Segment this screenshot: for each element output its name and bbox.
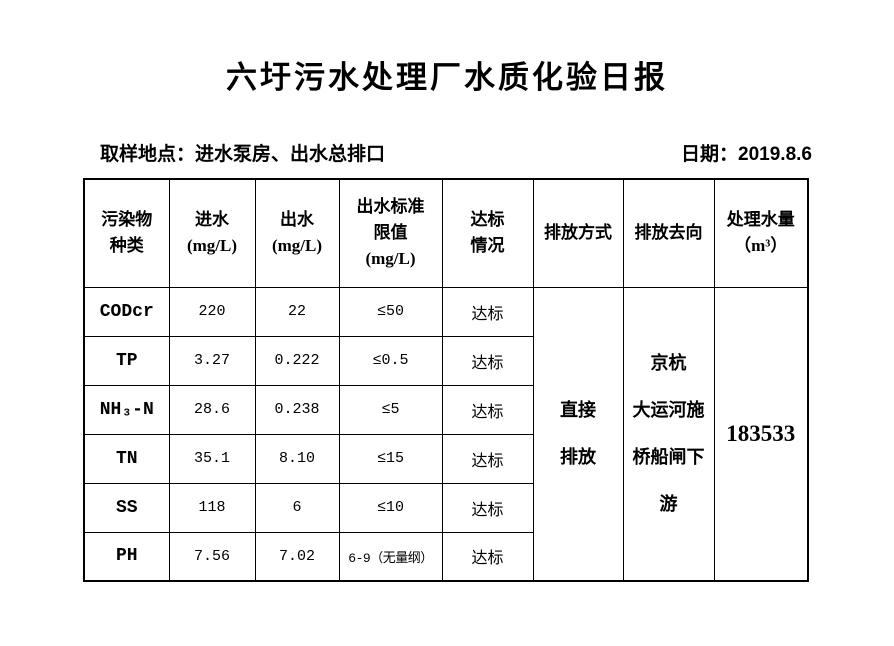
pollutant-name-cell: SS [83, 482, 170, 533]
header-effluent-limit: 出水标准 限值 (mg/L) [338, 178, 443, 288]
influent-value: 7.56 [168, 531, 256, 582]
table-row-codcr: CODcr 220 22 ≤50 达标 直接 排放 京杭 大运河施 桥船闸下 游… [83, 286, 809, 582]
header-discharge-mode: 排放方式 [532, 178, 624, 288]
header-pollutant-type: 污染物 种类 [83, 178, 170, 288]
discharge-mode-cell: 直接 排放 [532, 286, 624, 582]
header-compliance: 达标 情况 [441, 178, 534, 288]
table-row-nh3n: NH₃-N 28.6 0.238 ≤5 达标 [83, 384, 808, 435]
discharge-destination-cell: 京杭 大运河施 桥船闸下 游 [622, 286, 715, 582]
influent-value: 118 [168, 482, 256, 533]
header-influent: 进水 (mg/L) [168, 178, 256, 288]
influent-value: 3.27 [168, 335, 256, 386]
pollutant-name-cell: TN [83, 433, 170, 484]
limit-value: ≤5 [338, 384, 443, 435]
report-title: 六圩污水处理厂水质化验日报 [226, 60, 668, 95]
effluent-value: 0.238 [254, 384, 340, 435]
table-row-ph: PH 7.56 7.02 6-9（无量纲） 达标 [83, 531, 808, 582]
limit-value: 6-9（无量纲） [338, 531, 443, 582]
compliance-status: 达标 [441, 433, 534, 484]
effluent-value: 7.02 [254, 531, 340, 582]
influent-value: 35.1 [168, 433, 256, 484]
water-quality-table: 污染物 种类 进水 (mg/L) 出水 (mg/L) 出水标准 限值 (mg/L… [83, 178, 809, 582]
effluent-value: 6 [254, 482, 340, 533]
compliance-status: 达标 [441, 531, 534, 582]
effluent-value: 8.10 [254, 433, 340, 484]
pollutant-name-cell: NH₃-N [83, 384, 170, 435]
limit-value: ≤0.5 [338, 335, 443, 386]
effluent-value: 22 [254, 286, 340, 337]
compliance-status: 达标 [441, 286, 534, 337]
compliance-status: 达标 [441, 482, 534, 533]
pollutant-name-cell: CODcr [83, 286, 170, 337]
table-row-tn: TN 35.1 8.10 ≤15 达标 [83, 433, 808, 484]
table-row-ss: SS 118 6 ≤10 达标 [83, 482, 808, 533]
effluent-value: 0.222 [254, 335, 340, 386]
compliance-status: 达标 [441, 384, 534, 435]
report-date-label: 日期：2019.8.6 [681, 144, 812, 165]
treated-volume-cell: 183533 [713, 286, 809, 582]
sampling-location-label: 取样地点：进水泵房、出水总排口 [100, 144, 386, 165]
pollutant-name-cell: TP [83, 335, 170, 386]
header-discharge-destination: 排放去向 [622, 178, 715, 288]
limit-value: ≤50 [338, 286, 443, 337]
pollutant-name-cell: PH [83, 531, 170, 582]
limit-value: ≤10 [338, 482, 443, 533]
influent-value: 220 [168, 286, 256, 337]
header-effluent: 出水 (mg/L) [254, 178, 340, 288]
limit-value: ≤15 [338, 433, 443, 484]
table-row-tp: TP 3.27 0.222 ≤0.5 达标 [83, 335, 808, 386]
influent-value: 28.6 [168, 384, 256, 435]
table-header-row: 污染物 种类 进水 (mg/L) 出水 (mg/L) 出水标准 限值 (mg/L… [83, 178, 809, 288]
header-treated-volume: 处理水量 （m³） [713, 178, 809, 288]
compliance-status: 达标 [441, 335, 534, 386]
